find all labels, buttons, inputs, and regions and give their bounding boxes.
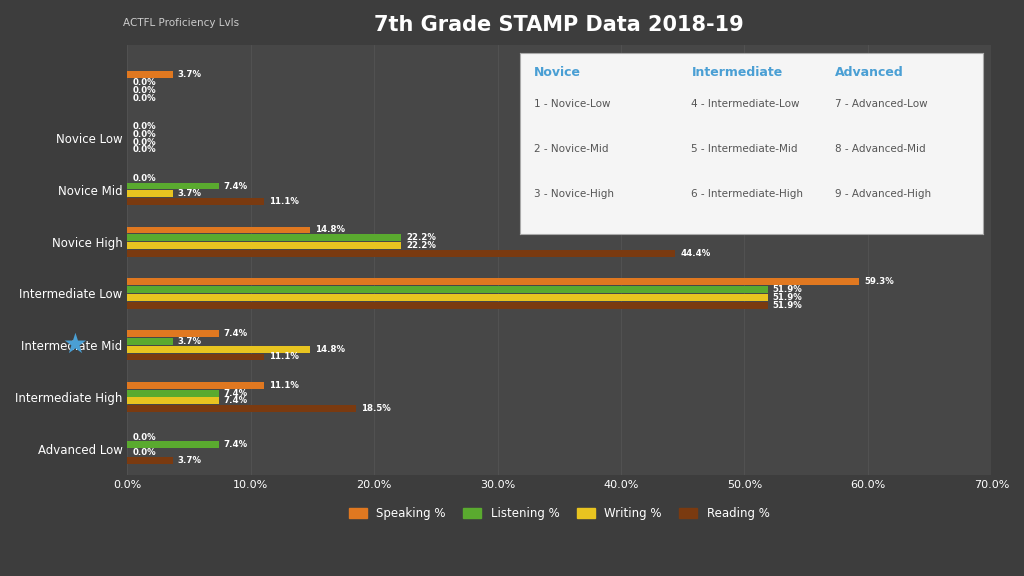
Text: 0.0%: 0.0% [132, 145, 156, 154]
Text: 0.0%: 0.0% [132, 433, 156, 442]
Text: 0.0%: 0.0% [132, 174, 156, 183]
Bar [127, 406, 355, 412]
Text: 11.1%: 11.1% [269, 381, 299, 390]
Text: 22.2%: 22.2% [407, 233, 436, 242]
Bar [127, 390, 218, 396]
Text: 14.8%: 14.8% [314, 225, 345, 234]
Bar [127, 294, 768, 301]
Text: 59.3%: 59.3% [864, 277, 894, 286]
Text: 7.4%: 7.4% [223, 181, 248, 191]
Text: 7.4%: 7.4% [223, 329, 248, 338]
Bar [127, 234, 401, 241]
Title: 7th Grade STAMP Data 2018-19: 7th Grade STAMP Data 2018-19 [375, 15, 744, 35]
Bar [127, 278, 859, 285]
Text: 3.7%: 3.7% [178, 456, 202, 465]
Bar [127, 286, 768, 293]
Bar [127, 354, 264, 361]
Text: 14.8%: 14.8% [314, 344, 345, 354]
Bar [127, 302, 768, 309]
Bar [127, 183, 218, 190]
Bar [127, 71, 173, 78]
Text: 11.1%: 11.1% [269, 197, 299, 206]
Text: 11.1%: 11.1% [269, 353, 299, 362]
Text: 0.0%: 0.0% [132, 122, 156, 131]
Legend: Speaking %, Listening %, Writing %, Reading %: Speaking %, Listening %, Writing %, Read… [344, 502, 774, 525]
Bar [127, 226, 310, 233]
Bar [127, 397, 218, 404]
Bar [127, 382, 264, 389]
Text: 51.9%: 51.9% [773, 293, 803, 302]
Text: 3.7%: 3.7% [178, 190, 202, 198]
Text: 3.7%: 3.7% [178, 70, 202, 79]
Bar [127, 242, 401, 249]
Text: 44.4%: 44.4% [680, 249, 711, 258]
Bar [127, 191, 173, 198]
Text: 0.0%: 0.0% [132, 78, 156, 87]
Bar [127, 457, 173, 464]
Text: 51.9%: 51.9% [773, 285, 803, 294]
Text: 0.0%: 0.0% [132, 94, 156, 103]
Text: 18.5%: 18.5% [360, 404, 390, 413]
Bar [127, 338, 173, 345]
Text: 3.7%: 3.7% [178, 337, 202, 346]
Bar [127, 198, 264, 205]
Bar [127, 250, 675, 257]
Text: 7.4%: 7.4% [223, 389, 248, 397]
Text: 51.9%: 51.9% [773, 301, 803, 310]
Text: ACTFL Proficiency Lvls: ACTFL Proficiency Lvls [123, 18, 239, 28]
Text: 0.0%: 0.0% [132, 86, 156, 95]
Text: ★: ★ [62, 331, 87, 359]
Text: 0.0%: 0.0% [132, 138, 156, 146]
Bar [127, 346, 310, 353]
Text: 0.0%: 0.0% [132, 130, 156, 139]
Text: 7.4%: 7.4% [223, 396, 248, 406]
Text: 7.4%: 7.4% [223, 441, 248, 449]
Text: 22.2%: 22.2% [407, 241, 436, 250]
Text: 0.0%: 0.0% [132, 448, 156, 457]
Bar [127, 330, 218, 337]
Bar [127, 441, 218, 448]
